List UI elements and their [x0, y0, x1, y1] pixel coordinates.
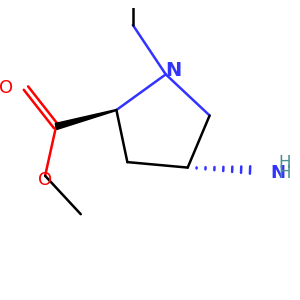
Text: H: H: [279, 154, 291, 172]
Text: O: O: [0, 79, 13, 97]
Text: H: H: [279, 164, 291, 182]
Text: O: O: [38, 171, 52, 189]
Polygon shape: [55, 110, 116, 129]
Text: N: N: [270, 164, 285, 182]
Text: N: N: [165, 61, 182, 80]
